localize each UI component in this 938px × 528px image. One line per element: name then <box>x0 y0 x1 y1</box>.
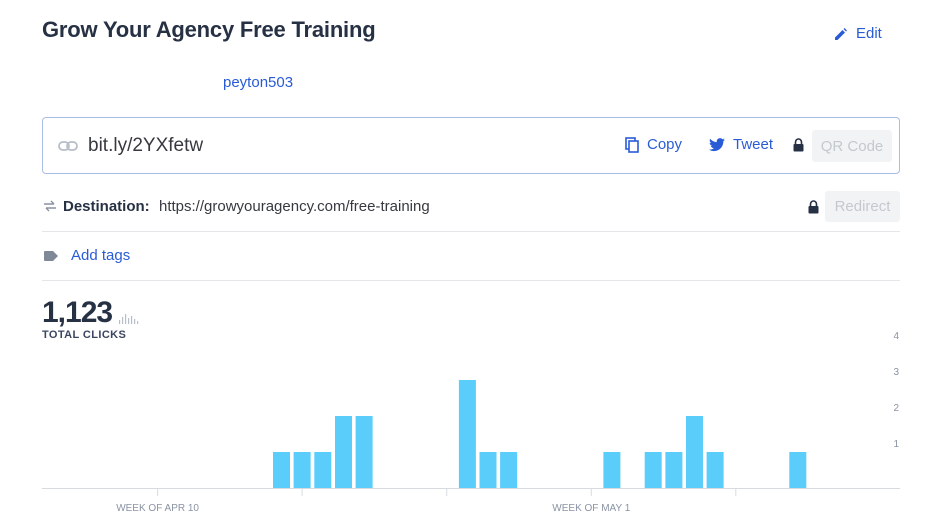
link-icon <box>58 141 78 151</box>
bar-chart-icon <box>119 314 139 324</box>
destination-url[interactable]: https://growyouragency.com/free-training <box>159 198 430 215</box>
y-tick-label: 1 <box>893 439 899 450</box>
chart-bar[interactable] <box>479 452 497 488</box>
redirect-button[interactable]: Redirect <box>825 191 900 222</box>
arrows-icon <box>44 200 56 212</box>
x-tick-label: WEEK OF MAY 1 <box>552 503 630 514</box>
tags-row: Add tags <box>42 232 900 281</box>
chart-bar[interactable] <box>293 452 311 488</box>
add-tags-link[interactable]: Add tags <box>71 247 131 264</box>
page-title: Grow Your Agency Free Training <box>42 17 376 42</box>
chart-bar[interactable] <box>665 452 683 488</box>
qr-code-button[interactable]: QR Code <box>812 130 892 162</box>
chart-bar[interactable] <box>335 416 352 488</box>
chart-bar[interactable] <box>314 452 332 488</box>
pencil-icon <box>835 27 847 40</box>
edit-label: Edit <box>856 25 882 42</box>
short-link-box: bit.ly/2YXfetw Copy Tweet QR Code <box>42 117 900 174</box>
chart-bar[interactable] <box>706 452 724 488</box>
chart-bar[interactable] <box>789 452 807 488</box>
chart-bar[interactable] <box>686 416 703 488</box>
y-tick-label: 3 <box>893 367 899 378</box>
lock-icon <box>808 200 819 214</box>
destination-label: Destination: <box>63 198 150 215</box>
total-clicks-label: TOTAL CLICKS <box>42 329 127 341</box>
total-clicks-count: 1,123 <box>42 296 113 329</box>
chart-bar[interactable] <box>458 380 476 488</box>
twitter-icon <box>709 137 725 151</box>
owner-link[interactable]: peyton503 <box>223 74 294 91</box>
x-tick-label: WEEK OF APR 10 <box>116 503 199 514</box>
copy-button[interactable]: Copy <box>625 136 682 153</box>
chart-bar[interactable] <box>603 452 621 488</box>
edit-button[interactable]: Edit <box>834 25 882 42</box>
tag-icon <box>44 251 58 261</box>
copy-label: Copy <box>647 136 683 153</box>
short-url[interactable]: bit.ly/2YXfetw <box>88 135 204 156</box>
tweet-button[interactable]: Tweet <box>709 136 773 153</box>
chart-bar[interactable] <box>644 452 662 488</box>
y-tick-label: 2 <box>893 403 899 414</box>
tweet-label: Tweet <box>733 136 774 153</box>
copy-icon <box>625 136 639 153</box>
destination-row: Destination: https://growyouragency.com/… <box>42 190 900 232</box>
chart-bar[interactable] <box>273 452 290 488</box>
chart-bar[interactable] <box>500 452 518 488</box>
chart-bar[interactable] <box>355 416 373 488</box>
lock-icon <box>793 138 804 152</box>
y-tick-label: 4 <box>893 331 899 342</box>
